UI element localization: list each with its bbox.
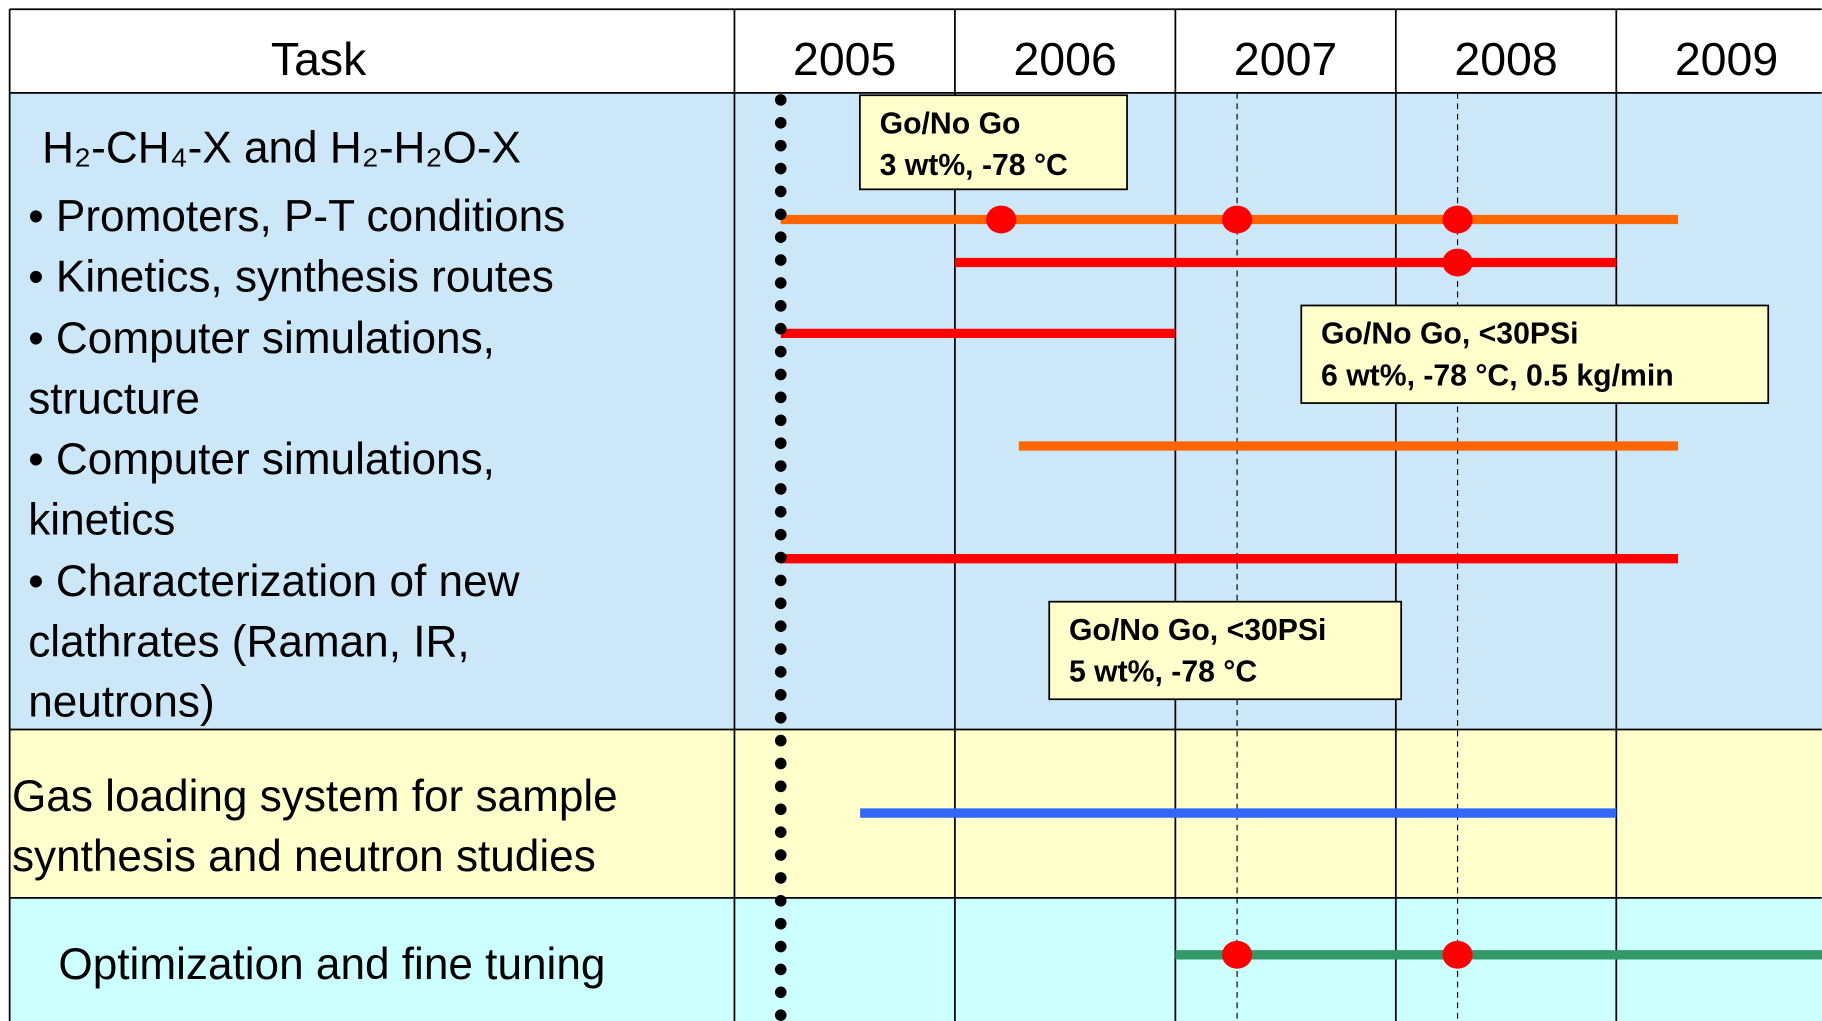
callout-text: Go/No Go, <30PSi (1321, 318, 1579, 351)
callout-text: 5 wt%, -78 °C (1069, 656, 1257, 689)
year-label: 2008 (1454, 33, 1557, 85)
task-label: synthesis and neutron studies (12, 832, 596, 881)
milestone (1442, 205, 1473, 234)
callout-text: 6 wt%, -78 °C, 0.5 kg/min (1321, 359, 1674, 392)
task-label: • Promoters, P-T conditions (28, 192, 565, 241)
milestone (986, 205, 1017, 234)
callout-text: Go/No Go, <30PSi (1069, 614, 1326, 647)
task-label: • Computer simulations, (28, 435, 495, 484)
task-label: • Computer simulations, (28, 314, 495, 363)
year-label: 2005 (793, 33, 896, 85)
task-label: • Kinetics, synthesis routes (28, 253, 554, 302)
section-band (9, 92, 1822, 730)
header-band (9, 9, 1822, 93)
year-label: 2007 (1234, 33, 1337, 85)
task-header: Task (271, 33, 367, 85)
task-label: Gas loading system for sample (12, 772, 618, 821)
callout-box (1048, 600, 1403, 701)
callout-box (859, 94, 1128, 191)
callout-text: Go/No Go (880, 107, 1021, 140)
milestone (1442, 940, 1473, 969)
year-label: 2009 (1675, 33, 1778, 85)
milestone (1221, 205, 1253, 234)
task-label: neutrons) (28, 678, 214, 727)
milestone (1221, 940, 1253, 969)
milestone (1442, 248, 1473, 277)
task-label: H₂-CH₄-X and H₂-H₂O-X (42, 124, 521, 173)
callout-box (1300, 304, 1770, 404)
year-label: 2006 (1013, 33, 1116, 85)
task-label: structure (28, 375, 200, 424)
task-label: Optimization and fine tuning (58, 940, 605, 989)
task-label: kinetics (28, 495, 175, 544)
task-label: • Characterization of new (28, 557, 519, 606)
callout-text: 3 wt%, -78 °C (880, 149, 1068, 182)
task-label: clathrates (Raman, IR, (28, 617, 469, 666)
